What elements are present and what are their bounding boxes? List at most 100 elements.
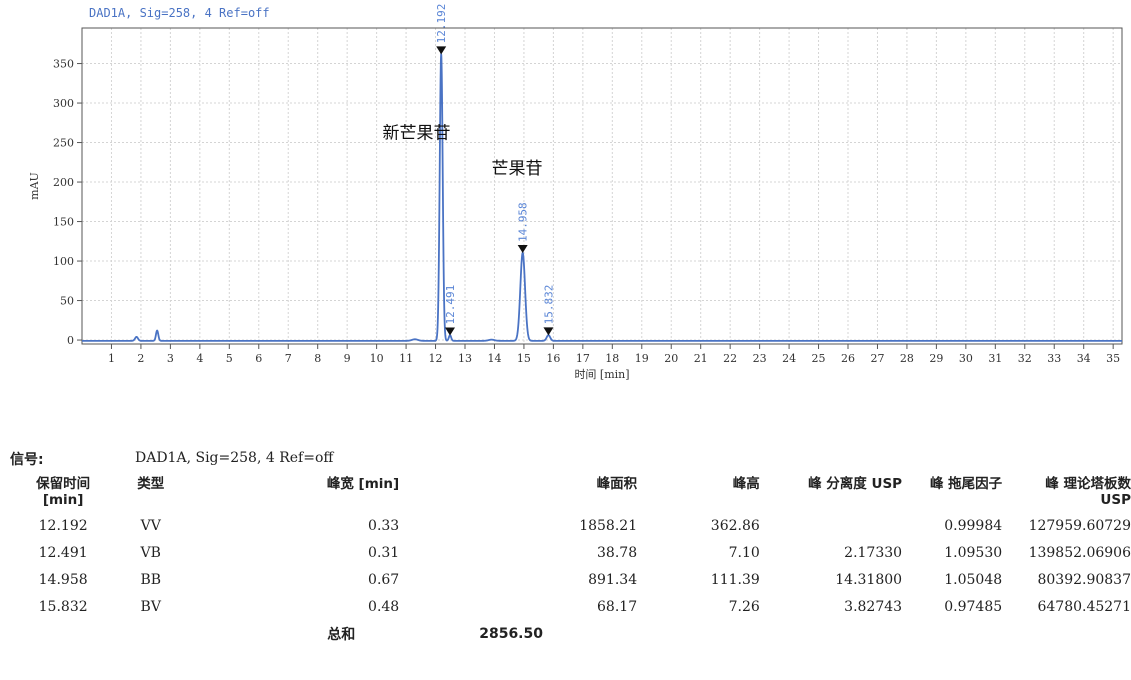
- cell-plates: 139852.06906: [1028, 544, 1131, 561]
- x-tick-label: 8: [314, 352, 321, 365]
- x-tick-label: 28: [900, 352, 914, 365]
- y-tick-label: 150: [53, 216, 74, 229]
- x-tick-label: 3: [167, 352, 174, 365]
- cell-width: 0.67: [368, 571, 400, 588]
- table-row: 12.192 VV 0.33 1858.21 362.86 0.99984 12…: [18, 512, 1131, 539]
- x-tick-label: 33: [1047, 352, 1061, 365]
- cell-rt: 15.832: [38, 598, 88, 615]
- header-tailing: 峰 拖尾因子: [929, 476, 1003, 492]
- y-tick-label: 0: [67, 334, 74, 347]
- x-tick-label: 4: [196, 352, 203, 365]
- x-tick-label: 6: [255, 352, 262, 365]
- cell-tailing: 0.97485: [944, 598, 1003, 615]
- header-peak-area: 峰面积: [596, 476, 638, 492]
- x-tick-label: 10: [370, 352, 384, 365]
- y-ticks: 0 50 100 150 200 250 300 350: [53, 58, 82, 347]
- x-axis-label: 时间 [min]: [574, 368, 629, 381]
- cell-resolution: 3.82743: [844, 598, 903, 615]
- x-tick-label: 32: [1018, 352, 1032, 365]
- cell-rt: 12.192: [38, 517, 88, 534]
- signal-label: 信号:: [10, 452, 44, 468]
- table-header-row: 保留时间 [min] 类型 峰宽 [min] 峰面积 峰高 峰 分离度 USP 峰…: [18, 476, 1131, 512]
- cell-width: 0.33: [368, 517, 400, 534]
- peak-label: 15.832: [542, 285, 555, 325]
- cell-area: 68.17: [597, 598, 638, 615]
- cell-plates: 127959.60729: [1028, 517, 1131, 534]
- y-tick-label: 50: [60, 295, 74, 308]
- cell-type: BV: [140, 598, 161, 615]
- x-tick-label: 35: [1106, 352, 1120, 365]
- total-value: 2856.50: [479, 625, 543, 642]
- x-tick-label: 18: [605, 352, 619, 365]
- table-row: 12.491 VB 0.31 38.78 7.10 2.17330 1.0953…: [18, 539, 1131, 566]
- chromatogram-line: [82, 51, 1122, 342]
- x-tick-label: 16: [546, 352, 560, 365]
- cell-width: 0.31: [368, 544, 400, 561]
- cell-area: 38.78: [597, 544, 638, 561]
- x-tick-label: 23: [753, 352, 767, 365]
- signal-value: DAD1A, Sig=258, 4 Ref=off: [135, 450, 334, 466]
- header-peak-height: 峰高: [732, 476, 760, 492]
- peak-label: 12.491: [444, 285, 457, 325]
- grid-lines: [82, 28, 1122, 344]
- table-row: 14.958 BB 0.67 891.34 111.39 14.31800 1.…: [18, 566, 1131, 593]
- x-tick-label: 1: [108, 352, 115, 365]
- y-tick-label: 250: [53, 137, 74, 150]
- annotation-label: 新芒果苷: [383, 124, 451, 144]
- cell-height: 7.26: [728, 598, 760, 615]
- peak-marker: [436, 46, 447, 55]
- x-tick-label: 19: [635, 352, 649, 365]
- cell-plates: 80392.90837: [1037, 571, 1131, 588]
- x-tick-label: 25: [812, 352, 826, 365]
- cell-plates: 64780.45271: [1037, 598, 1131, 615]
- x-ticks: 1 2 3 4 5 6 7 8 9 10 11 12 13 14 15 16 17 18 19 20 21 22 23 24 2…: [108, 344, 1120, 365]
- cell-tailing: 1.05048: [944, 571, 1003, 588]
- total-label: 总和: [327, 626, 356, 643]
- x-tick-label: 30: [959, 352, 973, 365]
- cell-height: 362.86: [710, 517, 760, 534]
- x-tick-label: 15: [517, 352, 531, 365]
- peak-marker: [445, 327, 456, 336]
- cell-resolution: 14.31800: [835, 571, 903, 588]
- cell-resolution: [760, 512, 902, 539]
- cell-type: VV: [140, 517, 161, 534]
- cell-rt: 12.491: [38, 544, 88, 561]
- table-total-row: 总和 2856.50: [18, 620, 1131, 647]
- x-tick-label: 13: [458, 352, 472, 365]
- y-axis-label: mAU: [28, 172, 41, 200]
- x-tick-label: 34: [1077, 352, 1091, 365]
- cell-resolution: 2.17330: [844, 544, 903, 561]
- x-tick-label: 11: [399, 352, 413, 365]
- header-plates: 峰 理论塔板数 USP: [1045, 476, 1131, 508]
- x-tick-label: 2: [137, 352, 144, 365]
- header-type: 类型: [137, 476, 165, 492]
- x-tick-label: 26: [841, 352, 855, 365]
- x-tick-label: 5: [226, 352, 233, 365]
- y-tick-label: 350: [53, 58, 74, 71]
- peak-label: 14.958: [517, 202, 530, 242]
- header-resolution: 峰 分离度 USP: [808, 476, 903, 492]
- x-tick-label: 29: [929, 352, 943, 365]
- y-tick-label: 300: [53, 97, 74, 110]
- signal-trace: [82, 51, 1122, 342]
- cell-area: 891.34: [588, 571, 638, 588]
- cell-type: VB: [140, 544, 161, 561]
- y-tick-label: 200: [53, 176, 74, 189]
- annotation-label: 芒果苷: [492, 159, 543, 179]
- header-retention-time: 保留时间 [min]: [36, 476, 91, 508]
- x-tick-label: 24: [782, 352, 796, 365]
- x-tick-label: 21: [694, 352, 708, 365]
- x-tick-label: 12: [429, 352, 443, 365]
- axes: [81, 27, 1123, 345]
- table-row: 15.832 BV 0.48 68.17 7.26 3.82743 0.9748…: [18, 593, 1131, 620]
- cell-width: 0.48: [368, 598, 400, 615]
- x-tick-label: 9: [344, 352, 351, 365]
- plot-frame: [81, 27, 1123, 345]
- y-tick-label: 100: [53, 255, 74, 268]
- x-tick-label: 7: [285, 352, 292, 365]
- cell-tailing: 0.99984: [944, 517, 1003, 534]
- cell-rt: 14.958: [38, 571, 88, 588]
- x-tick-label: 20: [664, 352, 678, 365]
- x-tick-label: 14: [487, 352, 501, 365]
